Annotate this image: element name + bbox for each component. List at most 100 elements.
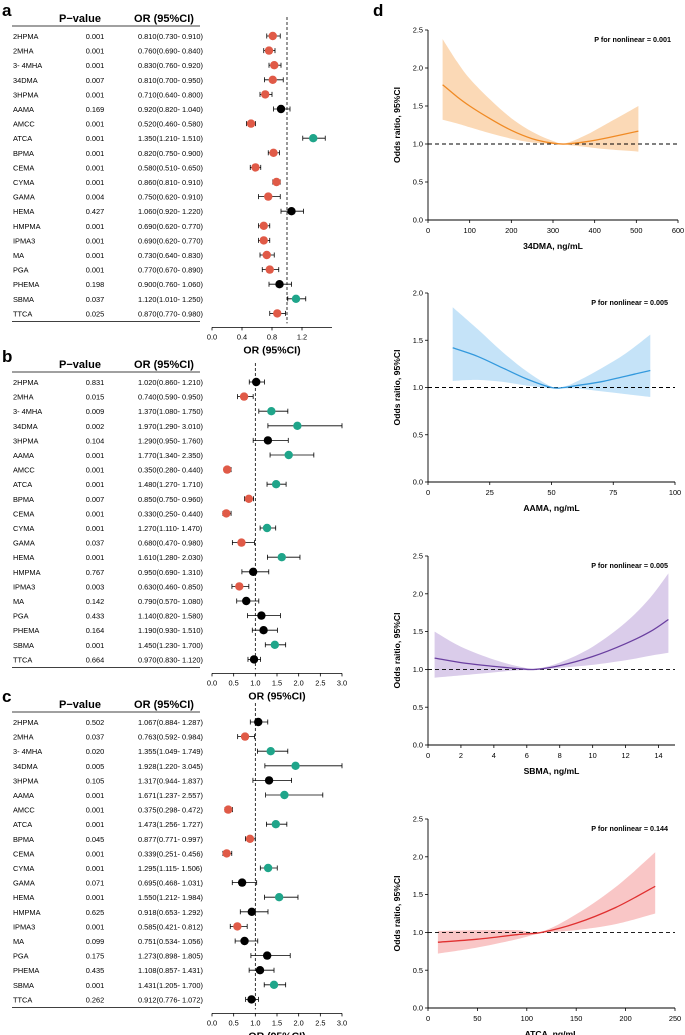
row-pvalue: 0.664 — [86, 655, 105, 664]
row-or-ci: 0.695(0.468- 1.031) — [138, 879, 203, 888]
row-or-ci: 1.671(1.237- 2.557) — [138, 791, 203, 800]
row-or-ci: 1.295(1.115- 1.506) — [138, 864, 202, 873]
row-name: 2MHA — [13, 47, 34, 56]
row-or-ci: 0.763(0.592- 0.984) — [138, 733, 203, 742]
panel-label-c: c — [2, 687, 11, 706]
y-tick-label: 1.0 — [413, 383, 423, 392]
row-name: 3- 4MHA — [13, 407, 42, 416]
row-or-ci: 0.918(0.653- 1.292) — [138, 908, 203, 917]
row-pvalue: 0.175 — [86, 952, 105, 961]
row-name: HEMA — [13, 553, 34, 562]
panel-label-d: d — [373, 1, 383, 20]
or-point — [268, 31, 277, 41]
x-tick-label: 150 — [570, 1014, 582, 1023]
y-tick-label: 2.5 — [413, 26, 423, 35]
row-name: HMPMA — [13, 222, 41, 231]
row-name: GAMA — [13, 539, 35, 548]
header-or: OR (95%CI) — [134, 13, 194, 25]
row-name: ATCA — [13, 820, 32, 829]
row-pvalue: 0.099 — [86, 937, 105, 946]
x-tick-label: 4 — [492, 751, 496, 760]
y-tick-label: 2.0 — [413, 64, 423, 73]
odds-ratio-curve — [434, 618, 669, 671]
or-point — [252, 377, 261, 387]
row-or-ci: 1.350(1.210- 1.510) — [138, 134, 203, 143]
row-or-ci: 0.810(0.730- 0.910) — [138, 32, 203, 41]
row-name: HMPMA — [13, 908, 41, 917]
row-pvalue: 0.104 — [86, 436, 105, 445]
row-pvalue: 0.001 — [86, 893, 105, 902]
row-or-ci: 0.350(0.280- 0.440) — [138, 466, 203, 475]
row-name: GAMA — [13, 879, 35, 888]
row-or-ci: 1.970(1.290- 3.010) — [138, 422, 203, 431]
x-tick-label: 50 — [547, 488, 555, 497]
x-tick-label: 75 — [609, 488, 617, 497]
row-pvalue: 0.003 — [86, 582, 105, 591]
row-name: 2HPMA — [13, 718, 39, 727]
row-or-ci: 1.610(1.280- 2.030) — [138, 553, 203, 562]
x-tick-label: 0.0 — [207, 1018, 217, 1027]
or-point — [263, 863, 273, 873]
or-point — [224, 805, 233, 814]
row-pvalue: 0.625 — [86, 908, 105, 917]
row-pvalue: 0.001 — [86, 266, 105, 275]
y-tick-label: 0.0 — [413, 1004, 423, 1013]
nonlinear-p-annotation: P for nonlinear = 0.001 — [594, 35, 671, 44]
or-point — [255, 966, 265, 975]
or-point — [275, 280, 284, 289]
row-or-ci: 1.020(0.860- 1.210) — [138, 378, 203, 387]
row-pvalue: 0.433 — [86, 612, 105, 621]
confidence-band — [437, 852, 656, 954]
or-point — [280, 790, 289, 800]
forest-plot-b: P−value OR (95%CI) 2HPMA 0.831 1.020(0.860- … — [12, 359, 347, 702]
y-tick-label: 1.0 — [413, 928, 423, 937]
row-pvalue: 0.001 — [86, 849, 105, 858]
row-pvalue: 0.001 — [86, 61, 105, 70]
row-name: HMPMA — [13, 568, 41, 577]
x-tick-label: 0.8 — [267, 332, 277, 341]
row-name: IPMA3 — [13, 922, 35, 931]
row-pvalue: 0.001 — [86, 451, 105, 460]
header-or: OR (95%CI) — [134, 359, 194, 371]
row-name: CEMA — [13, 849, 34, 858]
or-point — [246, 119, 256, 128]
odds-ratio-curve — [442, 84, 639, 145]
row-or-ci: 0.740(0.590- 0.950) — [138, 393, 203, 402]
or-point — [291, 761, 300, 770]
row-pvalue: 0.001 — [86, 149, 105, 158]
row-pvalue: 0.001 — [86, 791, 105, 800]
row-or-ci: 0.830(0.760- 0.920) — [138, 61, 203, 70]
or-point — [244, 494, 254, 503]
row-or-ci: 1.431(1.205- 1.700) — [138, 981, 203, 990]
row-name: 34DMA — [13, 422, 38, 431]
row-name: TTCA — [13, 655, 32, 664]
row-name: AMCC — [13, 466, 35, 475]
y-axis-title: Odds raitio, 95%CI — [392, 87, 402, 163]
y-tick-label: 0.5 — [413, 703, 423, 712]
forest-plot-c: P−value OR (95%CI) 2HPMA 0.502 1.067(0.884- … — [12, 699, 347, 1035]
x-axis-title: OR (95%CI) — [243, 344, 300, 356]
row-pvalue: 0.007 — [86, 495, 105, 504]
row-name: IPMA3 — [13, 236, 35, 245]
row-name: 2MHA — [13, 393, 34, 402]
x-tick-label: 25 — [486, 488, 494, 497]
x-tick-label: 0 — [426, 751, 430, 760]
row-or-ci: 0.751(0.534- 1.056) — [138, 937, 203, 946]
x-axis-title: AAMA, ng/mL — [523, 503, 579, 513]
row-name: AMCC — [13, 806, 35, 815]
spline-plot-atca: 0.0 0.5 1.0 1.5 2.0 2.5 0 50 100 150 200 250 ATCA, n… — [392, 815, 681, 1035]
spline-plot-sbma: 0.0 0.5 1.0 1.5 2.0 2.5 0 2 4 6 8 10 12 14 SBMA, ng/mL… — [392, 552, 675, 776]
row-or-ci: 0.730(0.640- 0.830) — [138, 251, 203, 260]
or-point — [293, 421, 302, 430]
forest-plot-a: P−value OR (95%CI) 2HPMA 0.001 0.810(0.730- … — [12, 13, 332, 356]
or-point — [277, 553, 286, 562]
row-pvalue: 0.001 — [86, 178, 105, 187]
x-tick-label: 2.0 — [294, 1018, 304, 1027]
y-tick-label: 1.5 — [413, 890, 423, 899]
or-point — [268, 75, 277, 85]
row-name: AMCC — [13, 120, 35, 129]
row-name: 3- 4MHA — [13, 747, 42, 756]
or-point — [237, 538, 246, 547]
odds-ratio-curve — [452, 347, 651, 389]
nonlinear-p-annotation: P for nonlinear = 0.144 — [591, 824, 668, 833]
